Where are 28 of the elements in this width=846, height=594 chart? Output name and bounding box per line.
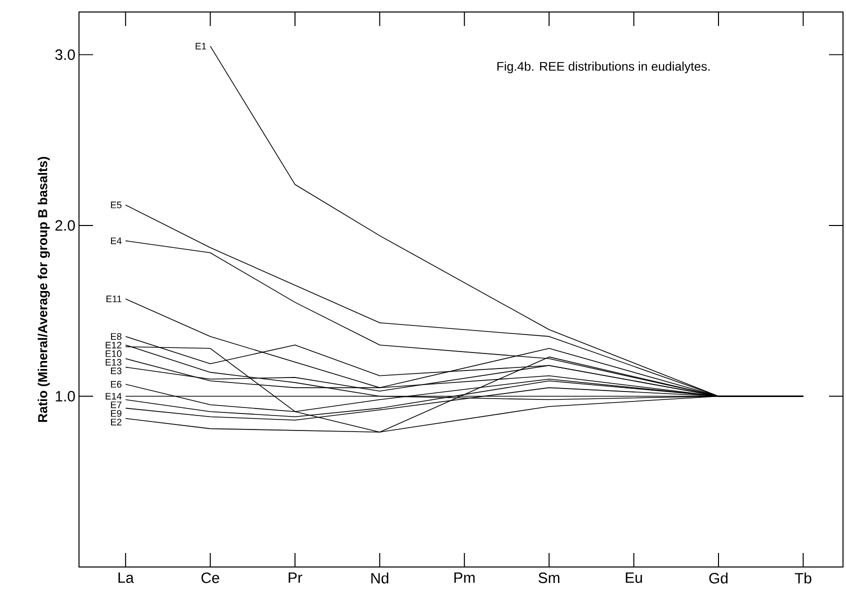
y-axis-title: Ratio (Mineral/Average for group B basalts) (38, 156, 50, 422)
series-label: E4 (111, 238, 122, 244)
series-label: E13 (106, 358, 122, 366)
series-label: E7 (111, 402, 122, 408)
x-tick-label: Eu (626, 572, 642, 583)
y-tick-label: 3.0 (55, 49, 75, 60)
series-label: E5 (111, 202, 122, 208)
series-label: E12 (106, 342, 122, 348)
x-tick-label: Tb (794, 572, 812, 584)
x-tick-label: Pr (288, 572, 302, 583)
x-tick-label: Ce (202, 572, 220, 584)
y-tick-label: 2.0 (55, 220, 75, 231)
x-tick-label: Sm (538, 572, 560, 584)
series-label: E1 (196, 42, 206, 50)
x-tick-label: Pm (454, 572, 475, 583)
series-label: E3 (111, 368, 122, 374)
series-label: E6 (111, 380, 122, 388)
series-label: E9 (111, 410, 122, 417)
text: Fig.4b. REE distributions in eudialytes. (497, 62, 710, 74)
x-tick-label: La (118, 572, 134, 583)
y-tick-label: 1.0 (56, 390, 75, 402)
x-tick-label: Nd (371, 572, 388, 584)
legend-label: E14 (106, 392, 122, 400)
series-label: E2 (111, 418, 122, 426)
series-label: E8 (111, 333, 122, 340)
series-label: E10 (106, 350, 122, 358)
series-label: E11 (106, 296, 122, 302)
x-tick-label: Gd (709, 572, 728, 584)
